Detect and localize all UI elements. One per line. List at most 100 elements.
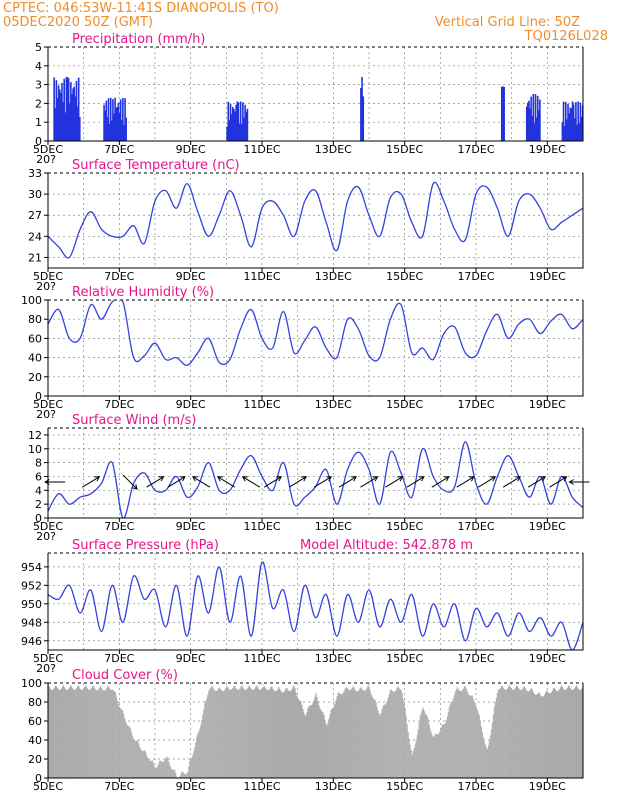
- cloud-bar: [564, 689, 567, 778]
- cloud-bar: [252, 689, 254, 778]
- wind-ytick-label: 6: [35, 470, 42, 483]
- cloud-bar: [156, 767, 158, 778]
- cloud-bar: [318, 705, 320, 778]
- cloud-bar: [448, 707, 450, 778]
- cloud-bar: [232, 687, 234, 778]
- cloud-bar: [195, 742, 197, 778]
- cloud-bar: [148, 759, 150, 778]
- cloud-bar: [89, 689, 91, 778]
- precip-xtick-label: 9DEC: [176, 143, 206, 156]
- cloud-bar: [329, 714, 331, 778]
- precip-bar: [238, 123, 241, 141]
- cloud-bar: [559, 687, 562, 778]
- wind-arrow-shaft: [313, 476, 332, 488]
- cloud-bar: [429, 728, 431, 778]
- cloud-ytick-label: 60: [28, 715, 42, 728]
- cloud-bar: [306, 711, 308, 778]
- cloud-bar: [274, 691, 276, 778]
- cloud-bar: [446, 716, 448, 778]
- cloud-bar: [370, 693, 372, 778]
- cloud-bar: [420, 712, 422, 778]
- precip-bar: [534, 94, 537, 141]
- cloud-bar: [72, 688, 74, 778]
- cloud-bar: [153, 763, 155, 778]
- pressure-xtick-label: 15DEC: [386, 652, 423, 665]
- cloud-bar: [440, 727, 442, 778]
- cloud-bar: [106, 688, 108, 778]
- cloud-bar: [522, 687, 524, 778]
- cloud-bar: [335, 700, 337, 778]
- cloud-bar: [48, 684, 50, 778]
- precip-ytick-label: 4: [35, 60, 42, 73]
- cloud-bar: [260, 689, 262, 778]
- cloud-bar: [296, 695, 298, 778]
- wind-arrow-head: [515, 476, 522, 482]
- cloud-bar: [413, 747, 415, 778]
- cloud-bar: [254, 688, 256, 778]
- cloud-bar: [359, 687, 361, 778]
- cloud-bar: [560, 685, 563, 778]
- cloud-bar: [279, 689, 281, 778]
- wind-arrow-head: [94, 476, 101, 482]
- cloud-bar: [477, 712, 479, 778]
- cloud-bar: [374, 699, 376, 778]
- cloud-bar: [196, 736, 198, 778]
- precip-bar: [240, 123, 243, 141]
- wind-arrow-head: [192, 476, 198, 482]
- pressure-panel: 946 948 950 952 954 Surface Pressure (hPa) Mod…: [21, 538, 584, 675]
- precip-bar: [111, 120, 113, 141]
- cloud-bar: [403, 703, 405, 778]
- cloud-bar: [342, 693, 344, 778]
- cloud-bar: [217, 689, 219, 778]
- pressure-xtick-cut: 20?: [36, 662, 56, 675]
- precip-bar: [67, 78, 70, 141]
- precip-bar: [122, 97, 124, 141]
- cloud-bar: [126, 723, 128, 778]
- cloud-bar: [309, 705, 311, 778]
- cloud-bar: [537, 692, 539, 778]
- cloud-bar: [270, 686, 272, 778]
- wind-xtick-cut: 20?: [36, 530, 56, 543]
- cloud-bar: [263, 685, 265, 778]
- cloud-bar: [201, 720, 203, 778]
- cloud-bar: [70, 685, 72, 778]
- cloud-xtick-label: 9DEC: [176, 780, 206, 793]
- cloud-bar: [531, 689, 533, 778]
- cloud-bar: [337, 692, 339, 778]
- temp-series-line: [48, 181, 583, 259]
- precip-bar: [533, 123, 536, 141]
- cloud-bar: [133, 739, 135, 778]
- rh-title: Relative Humidity (%): [72, 285, 214, 300]
- cloud-bar: [457, 688, 459, 778]
- rh-ytick-label: 0: [35, 390, 42, 403]
- cloud-bar: [478, 715, 480, 778]
- precip-bar: [104, 110, 106, 141]
- cloud-bar: [436, 734, 438, 778]
- cloud-bar: [503, 689, 505, 778]
- cloud-bar: [454, 691, 456, 778]
- wind-arrow-head: [326, 476, 332, 482]
- wind-arrow-shaft: [263, 476, 282, 488]
- cloud-bar: [222, 691, 224, 778]
- cloud-bar: [269, 688, 271, 778]
- cloud-bar: [540, 696, 542, 778]
- cloud-bar: [259, 689, 261, 778]
- cloud-bar: [220, 689, 222, 778]
- rh-panel: 0 20 40 60 80 100 Relative Humidity (%) 5DEC 7DE…: [21, 285, 584, 421]
- cloud-bar: [101, 687, 103, 778]
- rh-ytick-label: 20: [28, 371, 42, 384]
- cloud-bar: [208, 690, 210, 778]
- precip-bar: [71, 94, 73, 141]
- cloud-bar: [170, 767, 172, 778]
- precip-bar: [120, 119, 123, 141]
- cloud-bar: [385, 703, 387, 778]
- precip-bar: [502, 86, 504, 141]
- cloud-bar: [284, 690, 286, 778]
- cloud-bar: [295, 692, 297, 778]
- cloud-bar: [124, 717, 126, 778]
- cloud-bar: [496, 692, 498, 778]
- temp-ytick-label: 33: [28, 167, 42, 180]
- cloud-bar: [428, 724, 430, 778]
- precip-bar: [362, 96, 365, 141]
